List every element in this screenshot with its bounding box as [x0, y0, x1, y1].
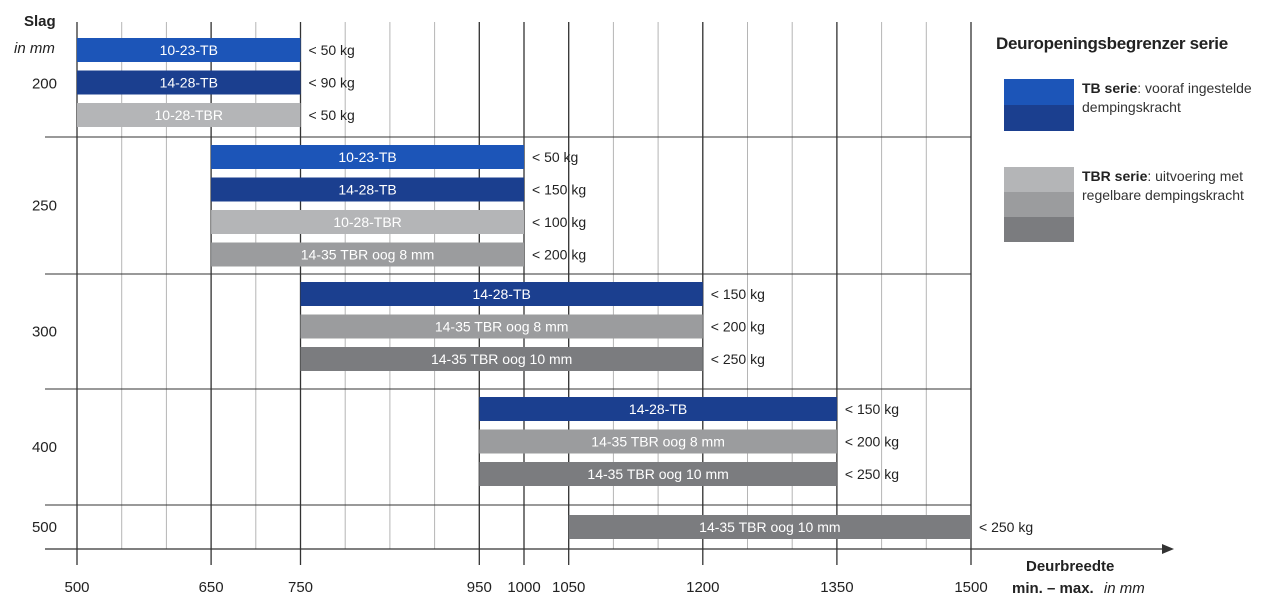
- range-bar: [77, 38, 301, 62]
- capacity-label: < 150 kg: [532, 182, 586, 198]
- bar-label: 10-23-TB: [160, 42, 218, 58]
- legend-swatch: [1004, 79, 1074, 105]
- range-bar: [479, 429, 837, 454]
- x-tick-label: 1200: [686, 579, 719, 596]
- bar-label: 14-35 TBR oog 8 mm: [301, 247, 435, 263]
- slag-label: 500: [32, 519, 57, 536]
- legend-item-tbr: TBR serie: uitvoering met regelbare demp…: [1004, 167, 1262, 242]
- bar-label: 14-28-TB: [160, 75, 218, 91]
- range-bar: [77, 103, 301, 127]
- bar-label: 10-23-TB: [338, 149, 396, 165]
- legend-swatch: [1004, 167, 1074, 192]
- legend-swatch: [1004, 105, 1074, 131]
- bar-label: 14-28-TB: [338, 182, 396, 198]
- x-tick-label: 650: [199, 579, 224, 596]
- bar-label: 14-35 TBR oog 8 mm: [435, 319, 569, 335]
- x-tick-label: 1500: [954, 579, 987, 596]
- slag-label: 300: [32, 324, 57, 341]
- x-axis-title: Deurbreedte: [1026, 558, 1114, 575]
- bars: 10-23-TB < 50 kg 14-28-TB < 90 kg 10-28-TBR <…: [77, 38, 1033, 539]
- legend-item-tb: TB serie: vooraf ingestelde dempingskrac…: [1004, 79, 1262, 131]
- range-bar: [77, 70, 301, 95]
- x-axis-subtitle: min. – max. in mm: [1012, 580, 1145, 597]
- legend-tbr-rest: : uitvoering met regelbare dempingskrach…: [1082, 168, 1244, 203]
- range-bar: [211, 145, 524, 169]
- y-axis-title: Slag: [24, 13, 56, 30]
- capacity-label: < 200 kg: [845, 434, 899, 450]
- range-bar: [300, 314, 703, 339]
- x-axis-range-label: min. – max.: [1012, 580, 1094, 597]
- capacity-label: < 200 kg: [532, 247, 586, 263]
- slag-label: 400: [32, 439, 57, 456]
- capacity-label: < 50 kg: [532, 149, 578, 165]
- legend-swatch: [1004, 192, 1074, 217]
- range-bar: [300, 282, 703, 306]
- legend: Deuropeningsbegrenzer serie TB serie: vo…: [996, 34, 1276, 242]
- capacity-label: < 250 kg: [845, 466, 899, 482]
- x-tick-label: 1350: [820, 579, 853, 596]
- range-bar: [211, 242, 524, 267]
- legend-swatches-tb: [1004, 79, 1074, 131]
- legend-tb-bold: TB serie: [1082, 80, 1138, 96]
- range-bar: [479, 462, 837, 486]
- legend-text-tbr: TBR serie: uitvoering met regelbare demp…: [1082, 167, 1262, 242]
- range-bar: [568, 515, 971, 539]
- x-axis-unit: in mm: [1104, 580, 1145, 597]
- legend-tbr-bold: TBR serie: [1082, 168, 1148, 184]
- y-axis-unit: in mm: [14, 40, 55, 57]
- slag-label: 250: [32, 198, 57, 215]
- capacity-label: < 50 kg: [309, 107, 355, 123]
- range-bar: [479, 397, 837, 421]
- bar-label: 14-28-TB: [629, 401, 687, 417]
- x-tick-label: 500: [64, 579, 89, 596]
- capacity-label: < 50 kg: [309, 42, 355, 58]
- x-tick-label: 1050: [552, 579, 585, 596]
- legend-swatches-tbr: [1004, 167, 1074, 242]
- bar-label: 14-35 TBR oog 10 mm: [587, 466, 728, 482]
- legend-title: Deuropeningsbegrenzer serie: [996, 34, 1228, 53]
- axes: 200 250 300 400 500 500 650 750 950 1000 1050 1200 1…: [32, 76, 1174, 596]
- x-tick-label: 950: [467, 579, 492, 596]
- range-bar: [211, 177, 524, 202]
- legend-tb-rest: : vooraf ingestelde dempingskracht: [1082, 80, 1252, 115]
- capacity-label: < 90 kg: [309, 75, 355, 91]
- capacity-label: < 150 kg: [845, 401, 899, 417]
- bar-label: 14-35 TBR oog 10 mm: [431, 351, 572, 367]
- legend-text-tb: TB serie: vooraf ingestelde dempingskrac…: [1082, 79, 1262, 131]
- bar-label: 14-35 TBR oog 10 mm: [699, 519, 840, 535]
- range-bar: [300, 347, 703, 371]
- capacity-label: < 100 kg: [532, 214, 586, 230]
- legend-swatch: [1004, 217, 1074, 242]
- slag-label: 200: [32, 76, 57, 93]
- bar-label: 14-28-TB: [472, 286, 530, 302]
- capacity-label: < 150 kg: [711, 286, 765, 302]
- capacity-label: < 250 kg: [711, 351, 765, 367]
- x-axis-arrow: [1162, 544, 1174, 554]
- capacity-label: < 250 kg: [979, 519, 1033, 535]
- range-bar: [211, 210, 524, 234]
- bar-label: 10-28-TBR: [155, 107, 223, 123]
- x-tick-label: 750: [288, 579, 313, 596]
- bar-label: 14-35 TBR oog 8 mm: [591, 434, 725, 450]
- x-tick-label: 1000: [507, 579, 540, 596]
- bar-label: 10-28-TBR: [333, 214, 401, 230]
- capacity-label: < 200 kg: [711, 319, 765, 335]
